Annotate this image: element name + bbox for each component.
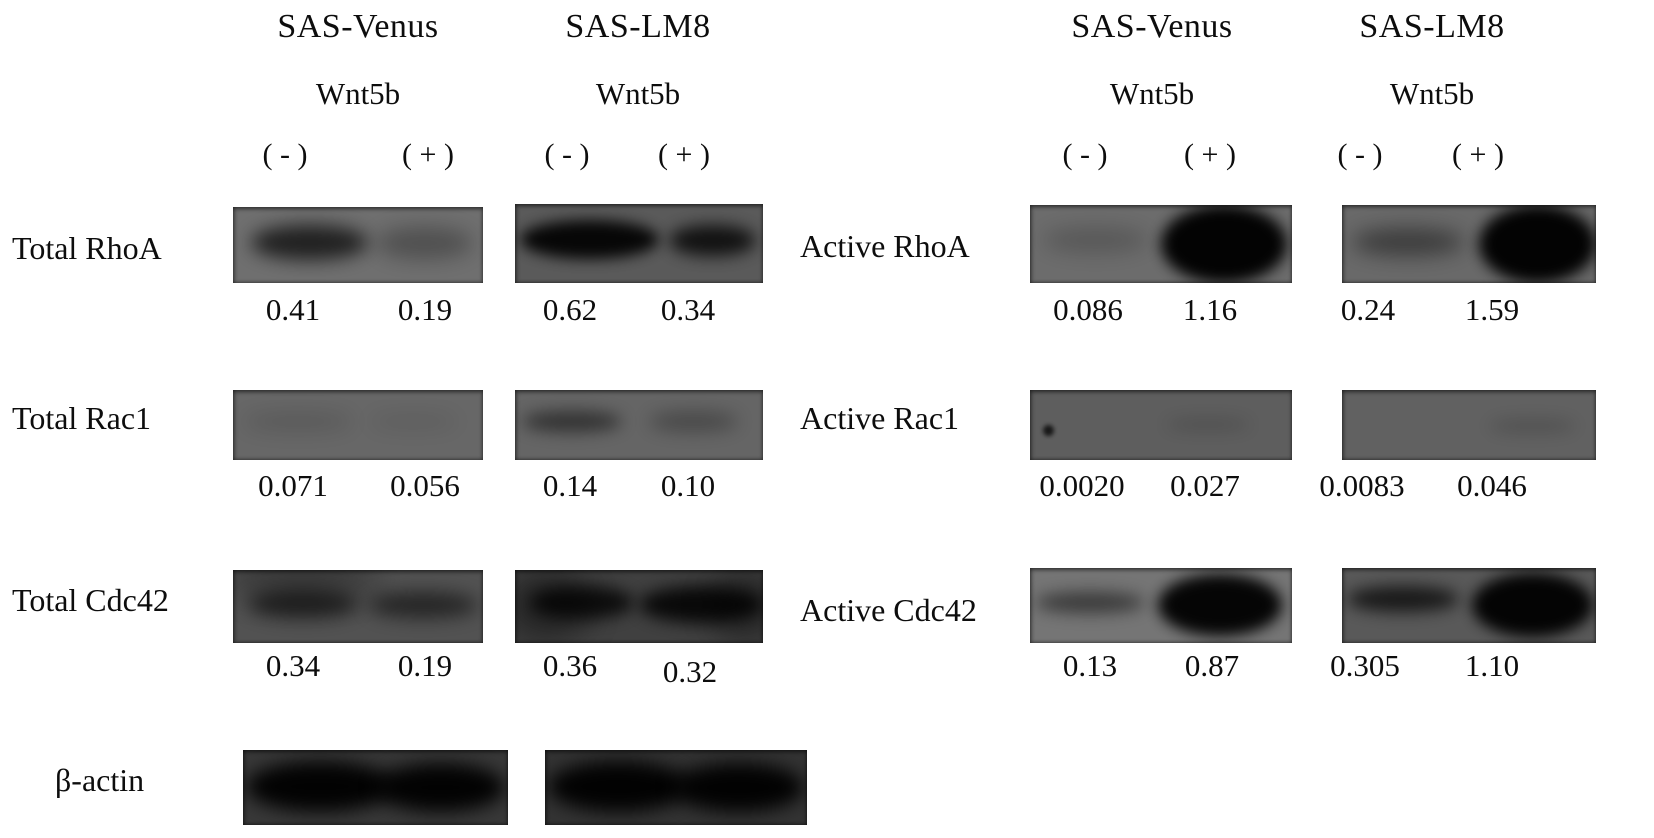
protein-band [708,570,763,643]
lane-label-minus: ( - ) [262,138,308,171]
protein-band [1489,419,1576,434]
protein-band [1479,205,1596,283]
blot-total-cdc42-sas-venus [233,570,483,643]
treatment-header: Wnt5b [1389,76,1475,111]
blot-total-rac1-sas-lm8 [515,390,763,460]
protein-band [243,412,353,431]
densitometry-value: 1.16 [1182,292,1238,327]
blot-beta-actin-sas-venus [243,750,508,825]
protein-band [1347,586,1459,612]
row-label-total-rac1: Total Rac1 [12,400,152,436]
protein-band [368,591,478,619]
densitometry-value: 0.87 [1184,648,1240,683]
row-label-active-rac1: Active Rac1 [800,400,960,436]
protein-band [1035,592,1146,613]
blot-active-cdc42-sas-lm8 [1342,568,1596,643]
protein-band [250,225,368,261]
densitometry-value: 0.24 [1340,292,1396,327]
densitometry-value: 0.0083 [1319,468,1405,503]
lane-label-plus: ( + ) [402,138,454,171]
protein-band [673,762,805,813]
blot-active-rac1-sas-venus [1030,390,1292,460]
protein-band [1043,226,1148,254]
row-label-total-cdc42: Total Cdc42 [12,582,169,618]
densitometry-value: 1.10 [1464,648,1520,683]
lane-label-plus: ( + ) [658,138,710,171]
lane-label-plus: ( + ) [1184,138,1236,171]
protein-band [547,761,690,813]
densitometry-value: 0.071 [258,468,328,503]
cell-line-header: SAS-LM8 [565,8,711,45]
row-label-total-rhoa: Total RhoA [12,230,162,266]
protein-band [522,411,622,432]
protein-band [1166,418,1251,431]
densitometry-value: 0.0020 [1039,468,1125,503]
densitometry-value: 0.41 [265,292,321,327]
densitometry-value: 0.056 [390,468,460,503]
blot-active-rhoa-sas-venus [1030,205,1292,283]
densitometry-value: 0.32 [662,654,718,689]
densitometry-value: 1.59 [1464,292,1520,327]
densitometry-value: 0.027 [1170,468,1240,503]
protein-band [248,590,358,619]
blot-total-rhoa-sas-venus [233,207,483,283]
treatment-header: Wnt5b [595,76,681,111]
densitometry-value: 0.34 [265,648,321,683]
densitometry-value: 0.62 [542,292,598,327]
densitometry-value: 0.10 [660,468,716,503]
densitometry-value: 0.13 [1062,648,1118,683]
densitometry-value: 0.305 [1330,648,1400,683]
blot-active-rhoa-sas-lm8 [1342,205,1596,283]
protein-band [648,412,739,431]
cell-line-header: SAS-Venus [277,8,439,45]
protein-band [1043,425,1054,437]
densitometry-value: 0.086 [1053,292,1123,327]
protein-band [1161,205,1287,283]
blot-active-cdc42-sas-venus [1030,568,1292,643]
treatment-header: Wnt5b [315,76,401,111]
protein-band [1352,228,1464,257]
densitometry-value: 0.36 [542,648,598,683]
blot-total-rac1-sas-venus [233,390,483,460]
densitometry-value: 0.046 [1457,468,1527,503]
protein-band [1471,572,1594,637]
densitometry-value: 0.19 [397,292,453,327]
cell-line-header: SAS-Venus [1071,8,1233,45]
row-label-beta-actin: β-actin [55,762,145,798]
treatment-header: Wnt5b [1109,76,1195,111]
lane-label-minus: ( - ) [544,138,590,171]
lane-label-minus: ( - ) [1062,138,1108,171]
row-label-active-rhoa: Active RhoA [800,228,970,264]
protein-band [375,762,506,813]
cell-line-header: SAS-LM8 [1359,8,1505,45]
protein-band [668,224,756,257]
protein-band [245,761,395,813]
protein-band [639,586,763,623]
lane-label-minus: ( - ) [1337,138,1383,171]
protein-band [368,413,458,430]
blot-total-rhoa-sas-lm8 [515,204,763,283]
protein-band [529,586,635,619]
densitometry-value: 0.14 [542,468,598,503]
densitometry-value: 0.34 [660,292,716,327]
row-label-active-cdc42: Active Cdc42 [800,592,977,628]
lane-label-plus: ( + ) [1452,138,1504,171]
protein-band [519,219,659,260]
blot-active-rac1-sas-lm8 [1342,390,1596,460]
protein-band [1158,574,1282,636]
blot-beta-actin-sas-lm8 [545,750,807,825]
blot-total-cdc42-sas-lm8 [515,570,763,643]
protein-band [375,226,473,259]
densitometry-value: 0.19 [397,648,453,683]
